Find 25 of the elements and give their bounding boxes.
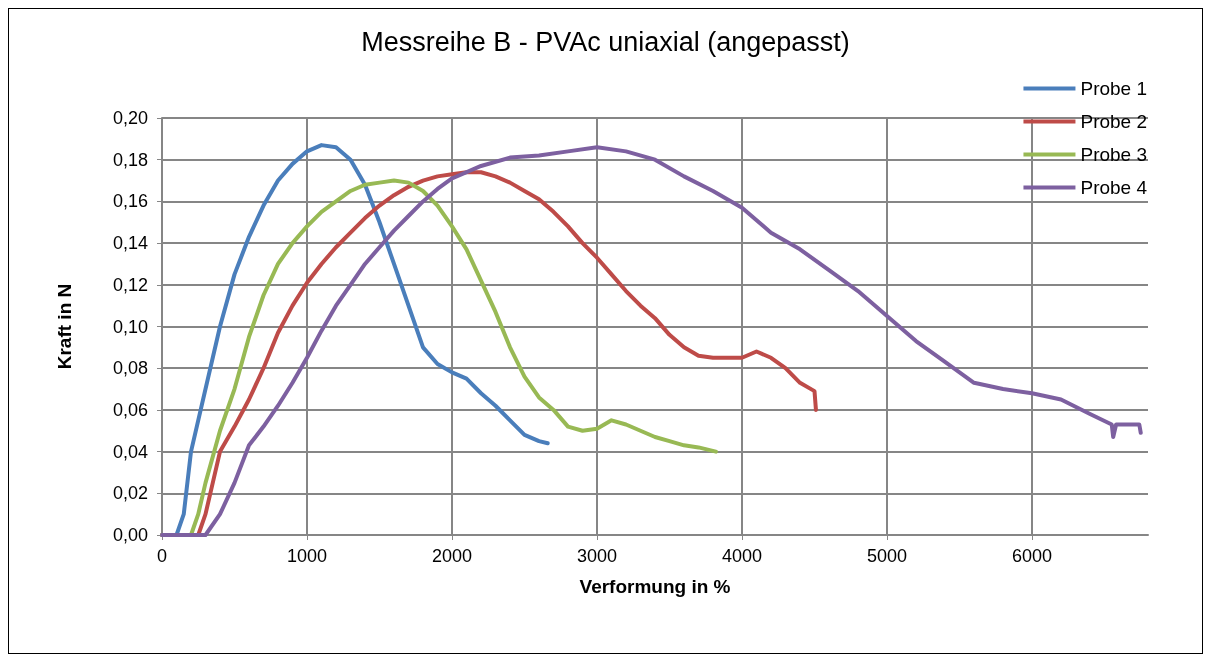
y-tick-label: 0,18 — [112, 149, 148, 170]
x-axis-title: Verformung in % — [579, 576, 731, 597]
y-tick-label: 0,04 — [112, 441, 148, 462]
y-tick-label: 0,08 — [112, 358, 148, 379]
y-tick-label: 0,02 — [112, 483, 148, 504]
legend-label: Probe 1 — [1080, 78, 1147, 99]
x-tick-label: 3000 — [576, 546, 618, 566]
x-tick-label: 4000 — [721, 546, 763, 566]
y-axis-title: Kraft in N — [54, 283, 75, 370]
y-tick-label: 0,10 — [112, 316, 148, 337]
chart-title: Messreihe B - PVAc uniaxial (angepasst) — [361, 26, 850, 57]
y-tick-label: 0,12 — [112, 274, 148, 295]
x-tick-label: 5000 — [866, 546, 908, 566]
x-tick-label: 2000 — [431, 546, 473, 566]
x-tick-label: 0 — [156, 546, 168, 566]
legend-label: Probe 3 — [1080, 144, 1147, 165]
x-tick-label: 6000 — [1011, 546, 1053, 566]
legend-label: Probe 4 — [1080, 177, 1148, 198]
x-tick-label: 1000 — [286, 546, 328, 566]
y-tick-label: 0,14 — [112, 233, 148, 254]
y-tick-label: 0,06 — [112, 399, 148, 420]
y-tick-label: 0,16 — [112, 191, 148, 212]
legend-label: Probe 2 — [1080, 111, 1147, 132]
y-tick-label: 0,00 — [112, 525, 148, 545]
y-tick-label: 0,20 — [112, 108, 148, 128]
